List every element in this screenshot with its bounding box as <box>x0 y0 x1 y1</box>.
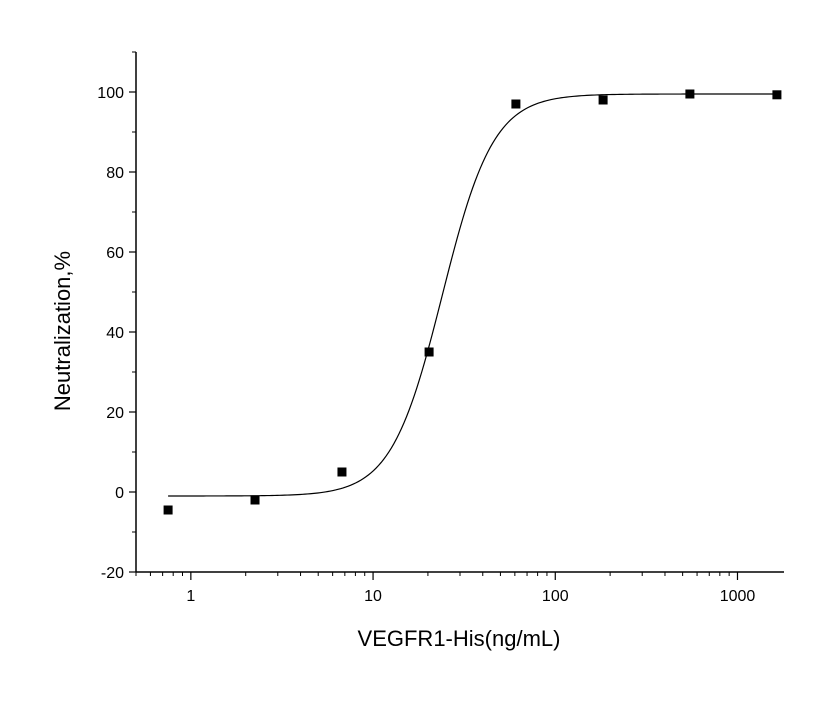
x-axis-title: VEGFR1-His(ng/mL) <box>358 626 561 651</box>
data-point <box>250 495 260 505</box>
y-tick-label: 100 <box>97 85 124 102</box>
data-point <box>685 89 695 99</box>
y-axis: -20 0 20 40 60 80 100 <box>97 51 136 582</box>
data-point <box>424 347 434 357</box>
fit-layer <box>168 93 777 497</box>
data-point <box>511 99 521 109</box>
y-tick-label: 60 <box>106 245 124 262</box>
data-point <box>337 467 347 477</box>
data-point <box>598 95 608 105</box>
y-axis-title: Neutralization,% <box>50 251 75 411</box>
x-tick-label: 10 <box>364 588 382 605</box>
points-layer <box>163 89 782 515</box>
y-tick-label: 80 <box>106 165 124 182</box>
x-axis: 1 10 100 1000 <box>135 572 756 605</box>
data-point <box>772 90 782 100</box>
y-tick-label: -20 <box>101 565 124 582</box>
x-tick-label: 100 <box>542 588 569 605</box>
plot-frame <box>135 52 784 573</box>
fit-curve <box>168 93 777 497</box>
x-tick-label: 1 <box>186 588 195 605</box>
data-point <box>163 505 173 515</box>
y-tick-label: 0 <box>115 485 124 502</box>
y-tick-label: 20 <box>106 405 124 422</box>
x-tick-label: 1000 <box>720 588 756 605</box>
y-tick-label: 40 <box>106 325 124 342</box>
